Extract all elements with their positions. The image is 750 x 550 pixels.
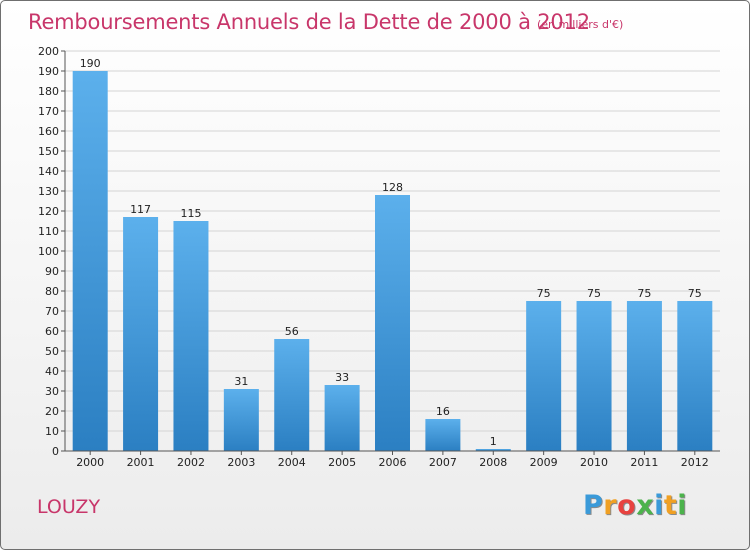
axes xyxy=(61,50,720,455)
logo-letter: o xyxy=(617,490,637,521)
bar xyxy=(526,301,562,451)
y-tick-label: 180 xyxy=(38,85,59,98)
x-tick-label: 2012 xyxy=(681,456,709,469)
logo-letter: i xyxy=(677,490,688,521)
labels: 0 10 20 30 40 50 60 70 80 90 100 110 120 130 140 150 160… xyxy=(38,45,709,469)
y-tick-label: 110 xyxy=(38,225,59,238)
logo-letter: P xyxy=(583,490,604,521)
x-tick-label: 2008 xyxy=(479,456,507,469)
bars xyxy=(72,71,713,451)
bar xyxy=(72,71,108,451)
bar xyxy=(123,217,159,451)
bar xyxy=(223,389,259,451)
y-tick-label: 160 xyxy=(38,125,59,138)
bar xyxy=(173,221,209,451)
x-tick-label: 2003 xyxy=(227,456,255,469)
y-tick-label: 0 xyxy=(52,445,59,458)
y-tick-label: 20 xyxy=(45,405,59,418)
data-label: 31 xyxy=(234,375,248,388)
y-tick-label: 170 xyxy=(38,105,59,118)
bar xyxy=(626,301,662,451)
data-label: 190 xyxy=(80,57,101,70)
logo-letter: t xyxy=(663,490,678,521)
bar xyxy=(425,419,461,451)
logo-letter: r xyxy=(603,490,618,521)
y-tick-label: 80 xyxy=(45,285,59,298)
data-label: 75 xyxy=(587,287,601,300)
y-tick-label: 150 xyxy=(38,145,59,158)
data-label: 1 xyxy=(490,435,497,448)
x-tick-label: 2001 xyxy=(127,456,155,469)
y-tick-label: 40 xyxy=(45,365,59,378)
chart-subtitle: (en milliers d'€) xyxy=(537,18,624,31)
x-tick-label: 2000 xyxy=(76,456,104,469)
data-label: 16 xyxy=(436,405,450,418)
data-label: 117 xyxy=(130,203,151,216)
y-tick-label: 70 xyxy=(45,305,59,318)
y-tick-label: 120 xyxy=(38,205,59,218)
y-tick-label: 30 xyxy=(45,385,59,398)
y-tick-label: 60 xyxy=(45,325,59,338)
bar xyxy=(475,449,511,451)
data-label: 115 xyxy=(180,207,201,220)
data-label: 75 xyxy=(637,287,651,300)
bar xyxy=(274,339,310,451)
bar xyxy=(576,301,612,451)
data-label: 75 xyxy=(688,287,702,300)
chart-title: Remboursements Annuels de la Dette de 20… xyxy=(28,10,590,34)
y-tick-label: 200 xyxy=(38,45,59,58)
x-tick-label: 2002 xyxy=(177,456,205,469)
data-label: 56 xyxy=(285,325,299,338)
bar xyxy=(375,195,410,451)
data-label: 75 xyxy=(537,287,551,300)
x-tick-label: 2004 xyxy=(278,456,306,469)
logo-letter: i xyxy=(654,490,664,521)
x-tick-label: 2007 xyxy=(429,456,457,469)
bar xyxy=(677,301,713,451)
commune-name: LOUZY xyxy=(37,496,101,518)
data-label: 33 xyxy=(335,371,349,384)
y-tick-label: 190 xyxy=(38,65,59,78)
x-tick-label: 2006 xyxy=(379,456,407,469)
x-tick-label: 2009 xyxy=(530,456,558,469)
y-tick-label: 100 xyxy=(38,245,59,258)
bar xyxy=(324,385,360,451)
y-tick-label: 90 xyxy=(45,265,59,278)
x-tick-label: 2011 xyxy=(630,456,658,469)
y-tick-label: 140 xyxy=(38,165,59,178)
logo-letter: x xyxy=(636,490,655,521)
y-tick-label: 130 xyxy=(38,185,59,198)
proxiti-logo: Proxiti xyxy=(583,490,687,521)
y-tick-label: 10 xyxy=(45,425,59,438)
x-tick-label: 2010 xyxy=(580,456,608,469)
y-tick-label: 50 xyxy=(45,345,59,358)
data-label: 128 xyxy=(382,181,403,194)
x-tick-label: 2005 xyxy=(328,456,356,469)
